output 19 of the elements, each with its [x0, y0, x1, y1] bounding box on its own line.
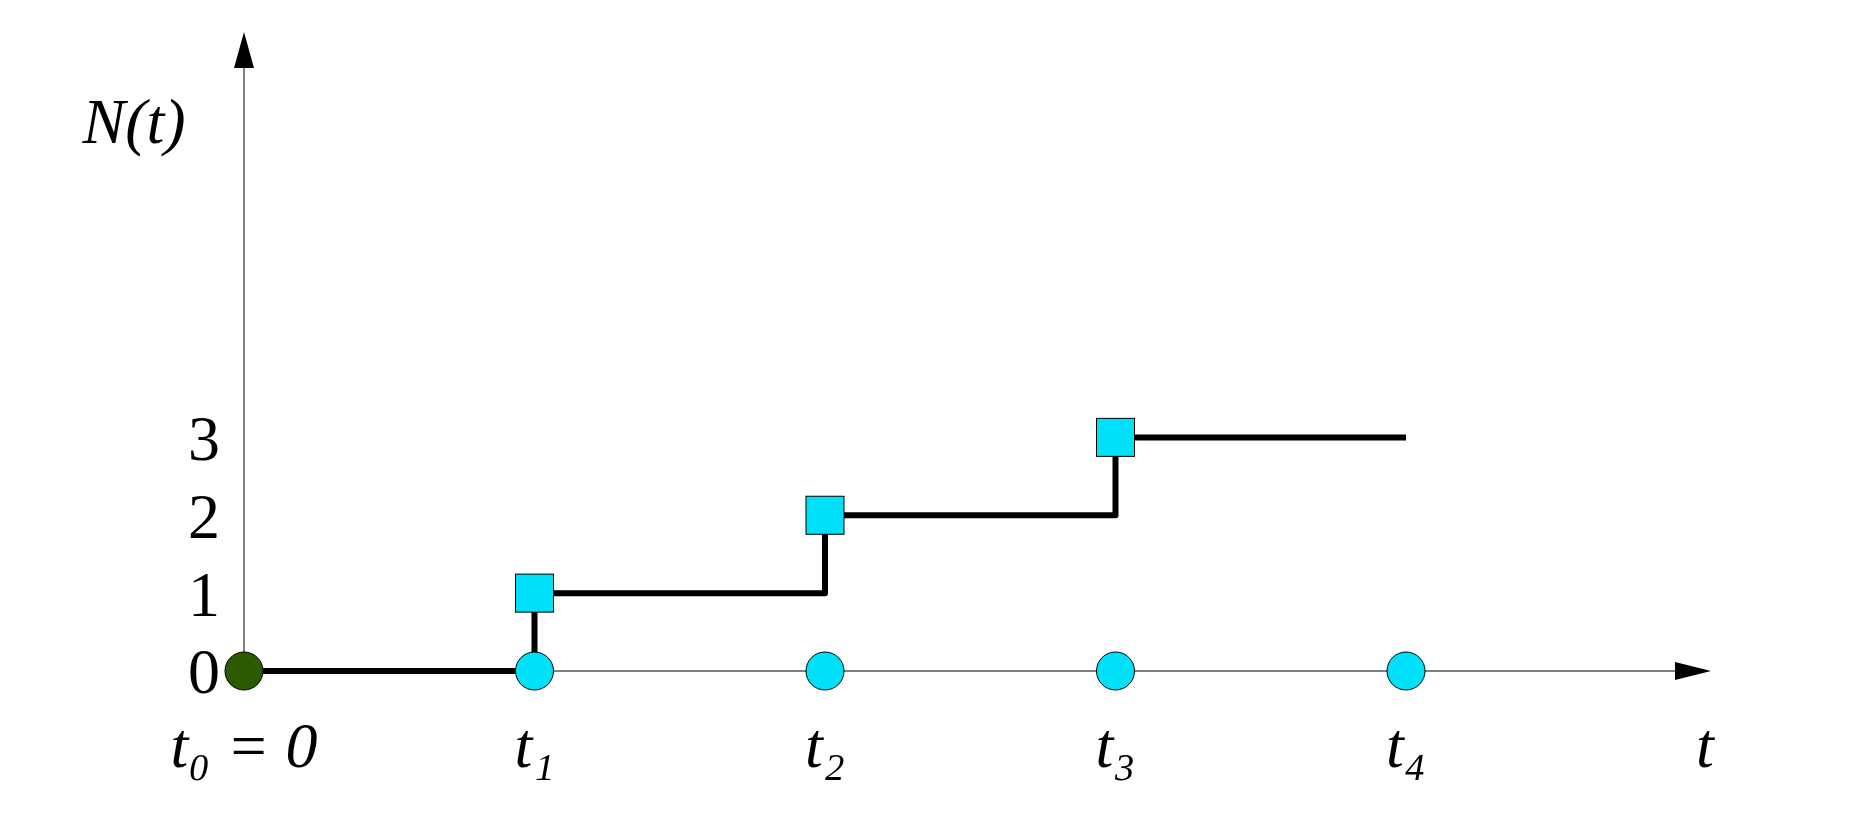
x-axis-title: t [1696, 710, 1717, 781]
y-tick-label: 3 [188, 402, 220, 474]
point [1386, 651, 1426, 691]
point [805, 495, 845, 535]
y-tick-label: 2 [188, 480, 220, 552]
point [1096, 417, 1135, 457]
x-tick-label: t₀ = 0 [170, 710, 318, 781]
point [224, 651, 264, 691]
y-tick-label: 1 [188, 558, 220, 630]
x-tick-label: t₃ [1095, 710, 1136, 781]
x-tick-label: t₂ [804, 710, 846, 781]
point [515, 651, 554, 691]
y-tick-label: 0 [188, 636, 220, 708]
point [515, 573, 554, 613]
x-tick-label: t₄ [1385, 710, 1427, 781]
x-tick-label: t₁ [514, 710, 555, 781]
y-axis-title: N(t) [81, 86, 186, 157]
point [1096, 651, 1135, 691]
point [805, 651, 845, 691]
